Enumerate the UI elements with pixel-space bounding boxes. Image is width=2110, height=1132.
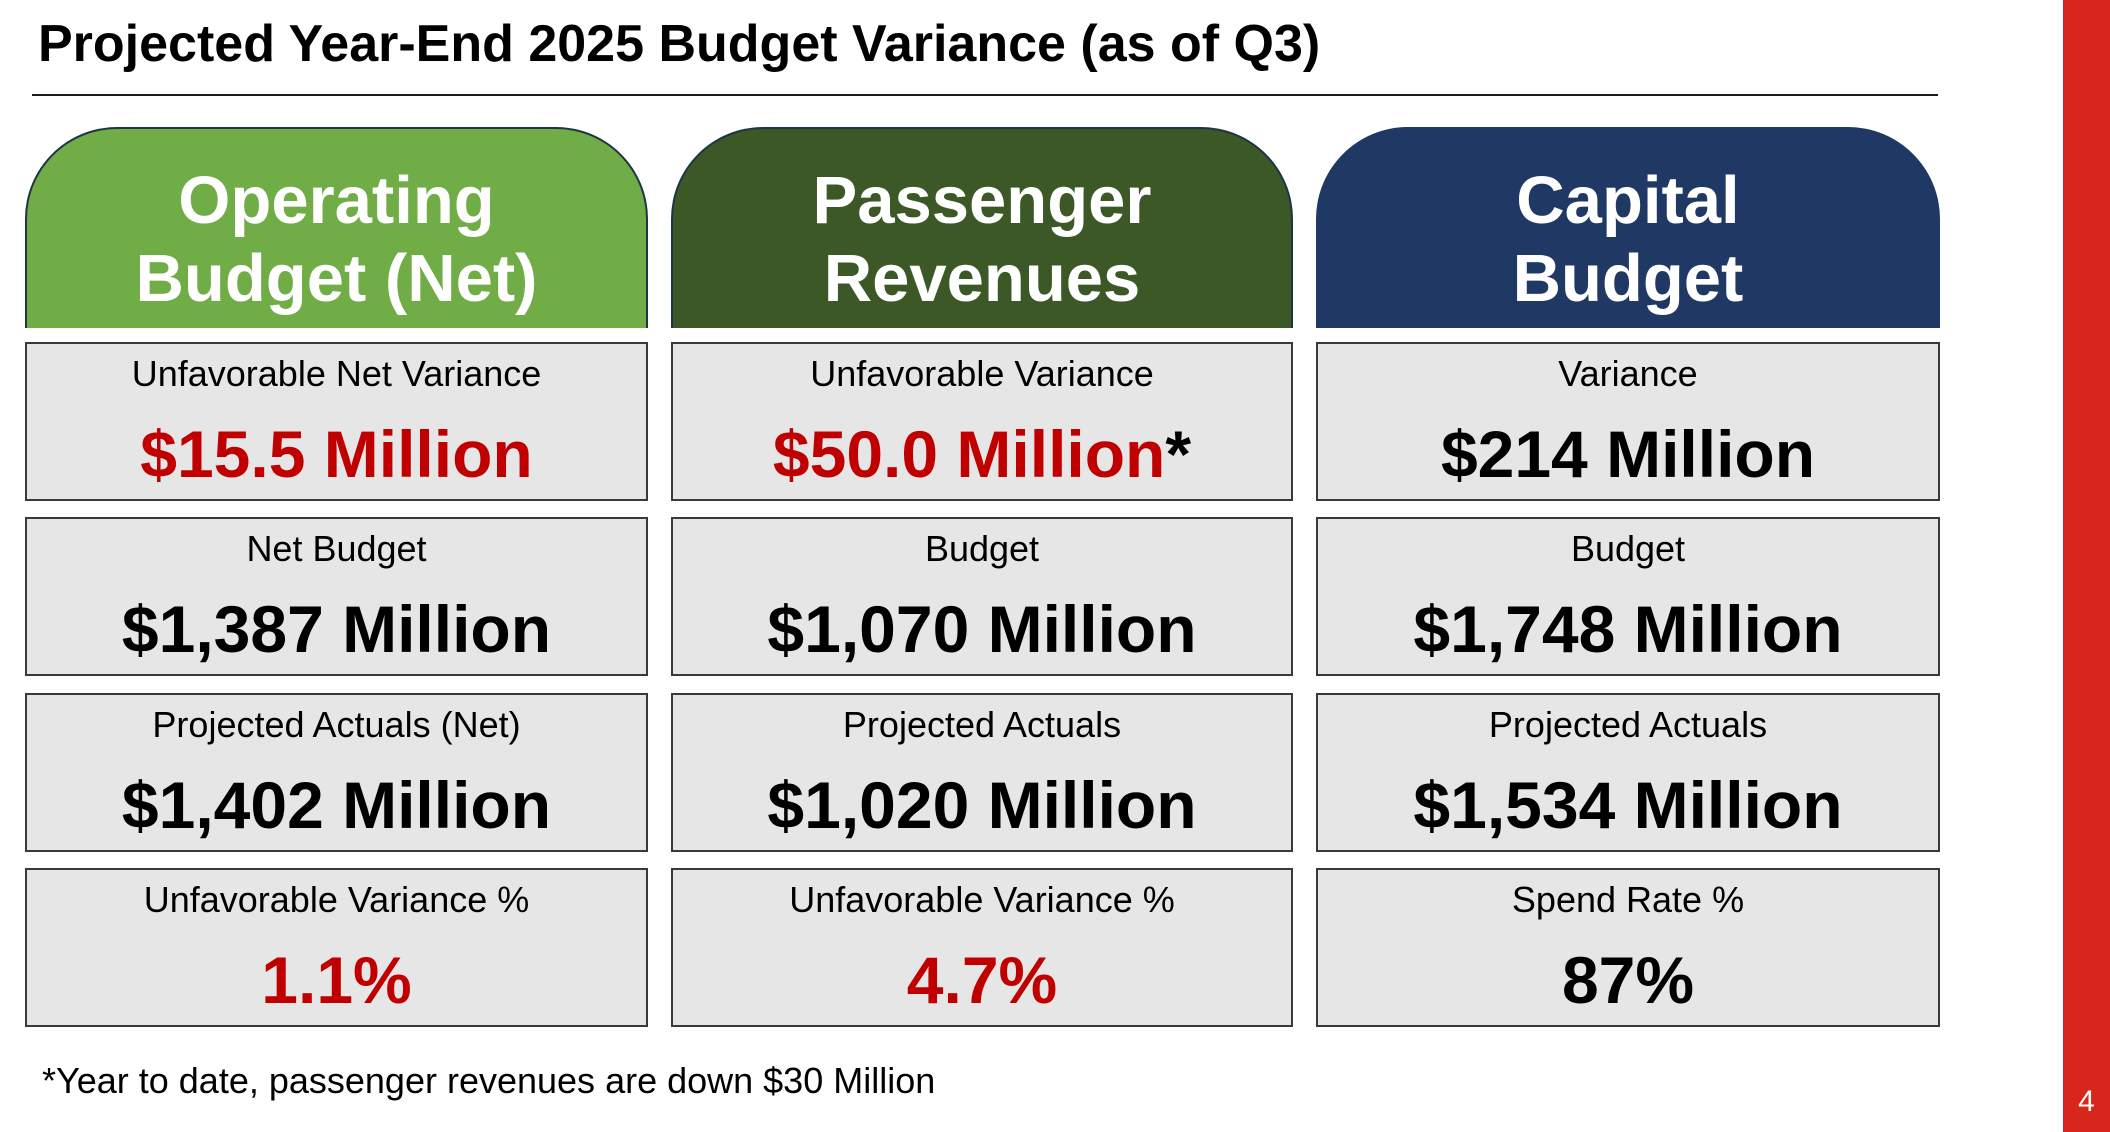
metric-value-text: 1.1% — [261, 943, 412, 1017]
metric-value: $1,748 Million — [1318, 591, 1938, 667]
metric-value: $15.5 Million — [27, 416, 646, 492]
metric-value-text: $1,402 Million — [121, 768, 552, 842]
metric-value: $1,070 Million — [673, 591, 1291, 667]
metric-value-text: $1,070 Million — [767, 592, 1197, 666]
column-operating-budget: Operating Budget (Net) Unfavorable Net V… — [25, 127, 648, 1027]
footnote-marker: * — [1165, 417, 1192, 491]
metric-box: Projected Actuals (Net) $1,402 Million — [25, 693, 648, 852]
header-line: Revenues — [823, 240, 1141, 316]
metric-label: Spend Rate % — [1511, 879, 1745, 920]
metric-value-text: $1,534 Million — [1413, 768, 1843, 842]
header-line: Passenger — [812, 162, 1152, 238]
metric-value: $1,387 Million — [27, 591, 646, 667]
metric-value: $1,020 Million — [673, 767, 1291, 843]
header-line: Operating — [178, 162, 495, 238]
metric-value-text: $15.5 Million — [140, 417, 533, 491]
metric-box: Unfavorable Variance % 4.7% — [671, 868, 1293, 1027]
metric-label: Variance — [1558, 353, 1698, 394]
metric-label: Projected Actuals — [842, 704, 1122, 745]
metric-label: Budget — [1570, 528, 1686, 569]
metric-label: Unfavorable Net Variance — [131, 353, 542, 394]
metric-value: $1,534 Million — [1318, 767, 1938, 843]
column-header: Operating Budget (Net) — [25, 127, 648, 328]
metric-value-text: $1,020 Million — [767, 768, 1197, 842]
metric-label: Unfavorable Variance % — [789, 879, 1175, 920]
metric-label: Unfavorable Variance — [810, 353, 1154, 394]
metric-value: 1.1% — [27, 942, 646, 1018]
column-header: Passenger Revenues — [671, 127, 1293, 328]
slide-title: Projected Year-End 2025 Budget Variance … — [38, 15, 1321, 73]
metric-value: $50.0 Million* — [673, 416, 1291, 492]
metric-box: Net Budget $1,387 Million — [25, 517, 648, 676]
metric-box: Projected Actuals $1,020 Million — [671, 693, 1293, 852]
accent-side-bar — [2063, 0, 2110, 1132]
metric-label: Budget — [924, 528, 1040, 569]
metric-value-text: $1,748 Million — [1413, 592, 1843, 666]
metric-box: Projected Actuals $1,534 Million — [1316, 693, 1940, 852]
column-capital-budget: Capital Budget Variance $214 Million Budg… — [1316, 127, 1940, 1027]
metric-box: Spend Rate % 87% — [1316, 868, 1940, 1027]
header-line: Budget — [1512, 240, 1744, 316]
metric-box: Budget $1,070 Million — [671, 517, 1293, 676]
title-divider — [32, 94, 1938, 96]
metric-value-text: $214 Million — [1440, 417, 1816, 491]
header-line: Budget (Net) — [135, 240, 538, 316]
metric-box: Variance $214 Million — [1316, 342, 1940, 501]
metric-value: $214 Million — [1318, 416, 1938, 492]
metric-value-text: $50.0 Million — [772, 417, 1166, 491]
metric-box: Unfavorable Variance % 1.1% — [25, 868, 648, 1027]
metric-value-text: 87% — [1561, 943, 1695, 1017]
metric-label: Projected Actuals — [1488, 704, 1768, 745]
metric-value: $1,402 Million — [27, 767, 646, 843]
metric-label: Unfavorable Variance % — [143, 879, 530, 920]
metric-value-text: 4.7% — [906, 943, 1058, 1017]
metric-box: Unfavorable Variance $50.0 Million* — [671, 342, 1293, 501]
column-passenger-revenues: Passenger Revenues Unfavorable Variance $… — [671, 127, 1293, 1027]
metric-label: Projected Actuals (Net) — [152, 704, 521, 745]
metric-value: 87% — [1318, 942, 1938, 1018]
column-header: Capital Budget — [1316, 127, 1940, 328]
metric-box: Unfavorable Net Variance $15.5 Million — [25, 342, 648, 501]
metric-label: Net Budget — [246, 528, 427, 569]
metric-value: 4.7% — [673, 942, 1291, 1018]
metric-box: Budget $1,748 Million — [1316, 517, 1940, 676]
footnote: *Year to date, passenger revenues are do… — [42, 1060, 936, 1101]
header-line: Capital — [1516, 162, 1740, 238]
metric-value-text: $1,387 Million — [121, 592, 552, 666]
page-number: 4 — [2078, 1085, 2095, 1118]
